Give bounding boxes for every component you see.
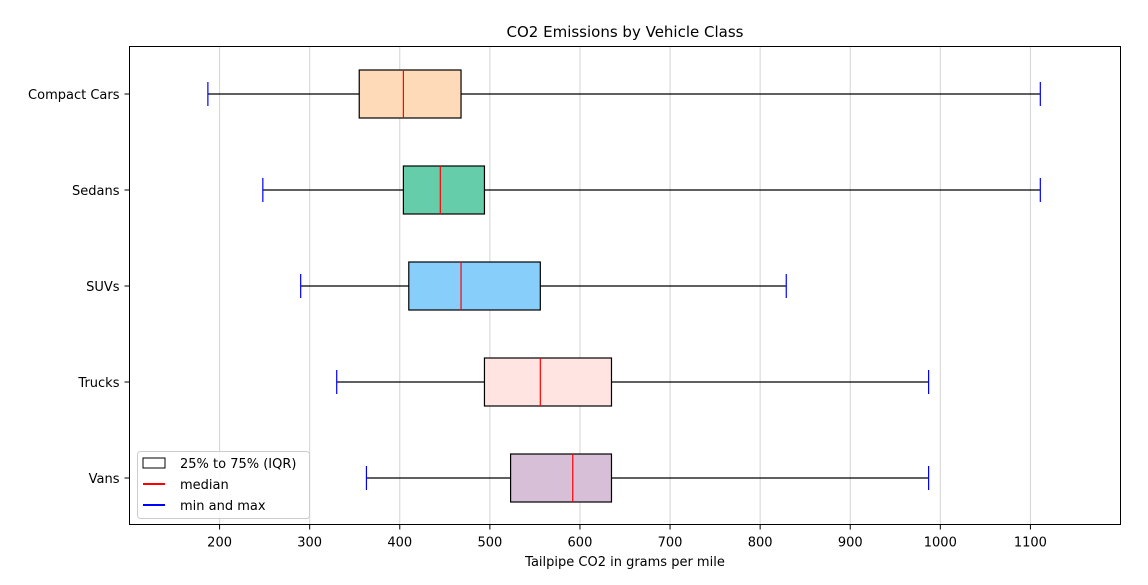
- x-tick-label: 400: [387, 536, 412, 551]
- x-tick-label: 500: [477, 536, 502, 551]
- iqr-box: [483, 357, 613, 407]
- x-tick-label: 800: [748, 536, 773, 551]
- box-group: [300, 261, 787, 311]
- x-tick-label: 900: [838, 536, 863, 551]
- iqr-box: [402, 165, 486, 215]
- chart-title: CO2 Emissions by Vehicle Class: [507, 23, 744, 41]
- x-tick-label: 1000: [924, 536, 957, 551]
- legend-median-label: median: [180, 478, 229, 493]
- y-tick-label: Vans: [89, 472, 120, 487]
- box-group: [336, 357, 930, 407]
- box-group: [365, 453, 930, 503]
- x-tick-label: 200: [207, 536, 232, 551]
- y-tick-label: SUVs: [86, 280, 120, 295]
- iqr-box: [358, 69, 462, 119]
- y-tick-label: Sedans: [72, 184, 120, 199]
- legend-iqr-swatch: [142, 457, 166, 469]
- x-tick-label: 300: [297, 536, 322, 551]
- iqr-box: [509, 453, 613, 503]
- x-axis-label: Tailpipe CO2 in grams per mile: [524, 555, 725, 570]
- legend-frame: [137, 451, 310, 519]
- boxes: [207, 69, 1041, 503]
- legend: 25% to 75% (IQR) median min and max: [137, 451, 310, 519]
- legend-iqr-label: 25% to 75% (IQR): [180, 457, 296, 472]
- legend-minmax-label: min and max: [180, 499, 266, 514]
- x-tick-label: 700: [658, 536, 683, 551]
- iqr-box: [408, 261, 541, 311]
- box-group: [262, 165, 1041, 215]
- box-group: [207, 69, 1041, 119]
- y-axis: Compact Cars Sedans SUVs Trucks Vans: [28, 88, 130, 487]
- x-axis: 200 300 400 500 600 700 800 900 1000 1100: [207, 524, 1047, 551]
- x-tick-label: 1100: [1014, 536, 1047, 551]
- y-tick-label: Trucks: [77, 376, 119, 391]
- x-tick-label: 600: [568, 536, 593, 551]
- y-tick-label: Compact Cars: [28, 88, 120, 103]
